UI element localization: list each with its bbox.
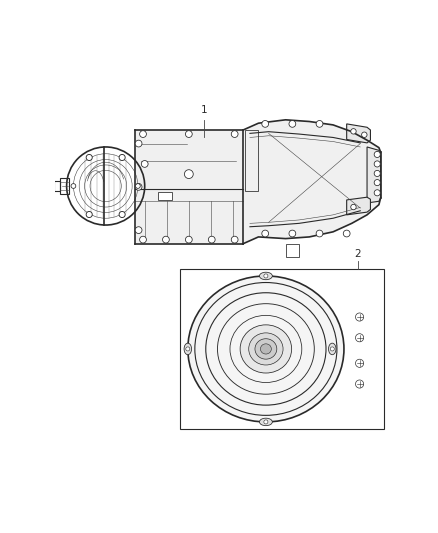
Circle shape bbox=[343, 230, 350, 237]
Circle shape bbox=[351, 128, 356, 134]
Circle shape bbox=[374, 171, 380, 176]
Circle shape bbox=[86, 212, 92, 217]
Circle shape bbox=[356, 359, 364, 367]
Circle shape bbox=[119, 212, 125, 217]
Circle shape bbox=[374, 180, 380, 185]
Ellipse shape bbox=[255, 338, 277, 359]
Circle shape bbox=[264, 274, 268, 278]
Polygon shape bbox=[243, 120, 381, 244]
Circle shape bbox=[374, 151, 380, 157]
Circle shape bbox=[186, 347, 190, 351]
Circle shape bbox=[231, 236, 238, 243]
Ellipse shape bbox=[259, 418, 272, 426]
Circle shape bbox=[185, 236, 192, 243]
Polygon shape bbox=[346, 197, 371, 215]
Circle shape bbox=[262, 120, 268, 127]
Circle shape bbox=[356, 313, 364, 321]
Circle shape bbox=[208, 236, 215, 243]
Polygon shape bbox=[367, 147, 381, 203]
Circle shape bbox=[316, 230, 323, 237]
Circle shape bbox=[184, 169, 193, 179]
Circle shape bbox=[351, 204, 356, 210]
Circle shape bbox=[71, 184, 76, 188]
Ellipse shape bbox=[328, 343, 336, 354]
Ellipse shape bbox=[240, 325, 292, 373]
Circle shape bbox=[374, 161, 380, 167]
Circle shape bbox=[231, 131, 238, 138]
Bar bbox=[134, 130, 243, 244]
Circle shape bbox=[135, 184, 140, 188]
Circle shape bbox=[289, 120, 296, 127]
Circle shape bbox=[362, 132, 367, 138]
Bar bbox=[286, 244, 299, 257]
Bar bbox=[60, 178, 69, 194]
Circle shape bbox=[316, 120, 323, 127]
Circle shape bbox=[135, 183, 142, 190]
Circle shape bbox=[356, 334, 364, 342]
Circle shape bbox=[140, 131, 146, 138]
Ellipse shape bbox=[249, 333, 283, 365]
Circle shape bbox=[162, 236, 170, 243]
Text: 2: 2 bbox=[354, 249, 361, 259]
Bar bbox=[245, 130, 258, 191]
Bar bbox=[158, 192, 172, 199]
Circle shape bbox=[119, 155, 125, 160]
Circle shape bbox=[135, 227, 142, 233]
Circle shape bbox=[330, 347, 334, 351]
Circle shape bbox=[86, 155, 92, 160]
Circle shape bbox=[356, 380, 364, 388]
Ellipse shape bbox=[184, 343, 191, 354]
Circle shape bbox=[140, 236, 146, 243]
Bar bbox=[54, 181, 60, 191]
Circle shape bbox=[264, 420, 268, 424]
Circle shape bbox=[141, 160, 148, 167]
Text: 1: 1 bbox=[201, 104, 208, 115]
Polygon shape bbox=[346, 124, 371, 143]
Circle shape bbox=[135, 140, 142, 147]
Circle shape bbox=[289, 230, 296, 237]
Ellipse shape bbox=[259, 272, 272, 280]
Ellipse shape bbox=[188, 276, 344, 422]
Ellipse shape bbox=[261, 344, 272, 354]
Circle shape bbox=[262, 230, 268, 237]
Circle shape bbox=[185, 131, 192, 138]
Bar bbox=[180, 269, 384, 429]
Circle shape bbox=[374, 190, 380, 196]
